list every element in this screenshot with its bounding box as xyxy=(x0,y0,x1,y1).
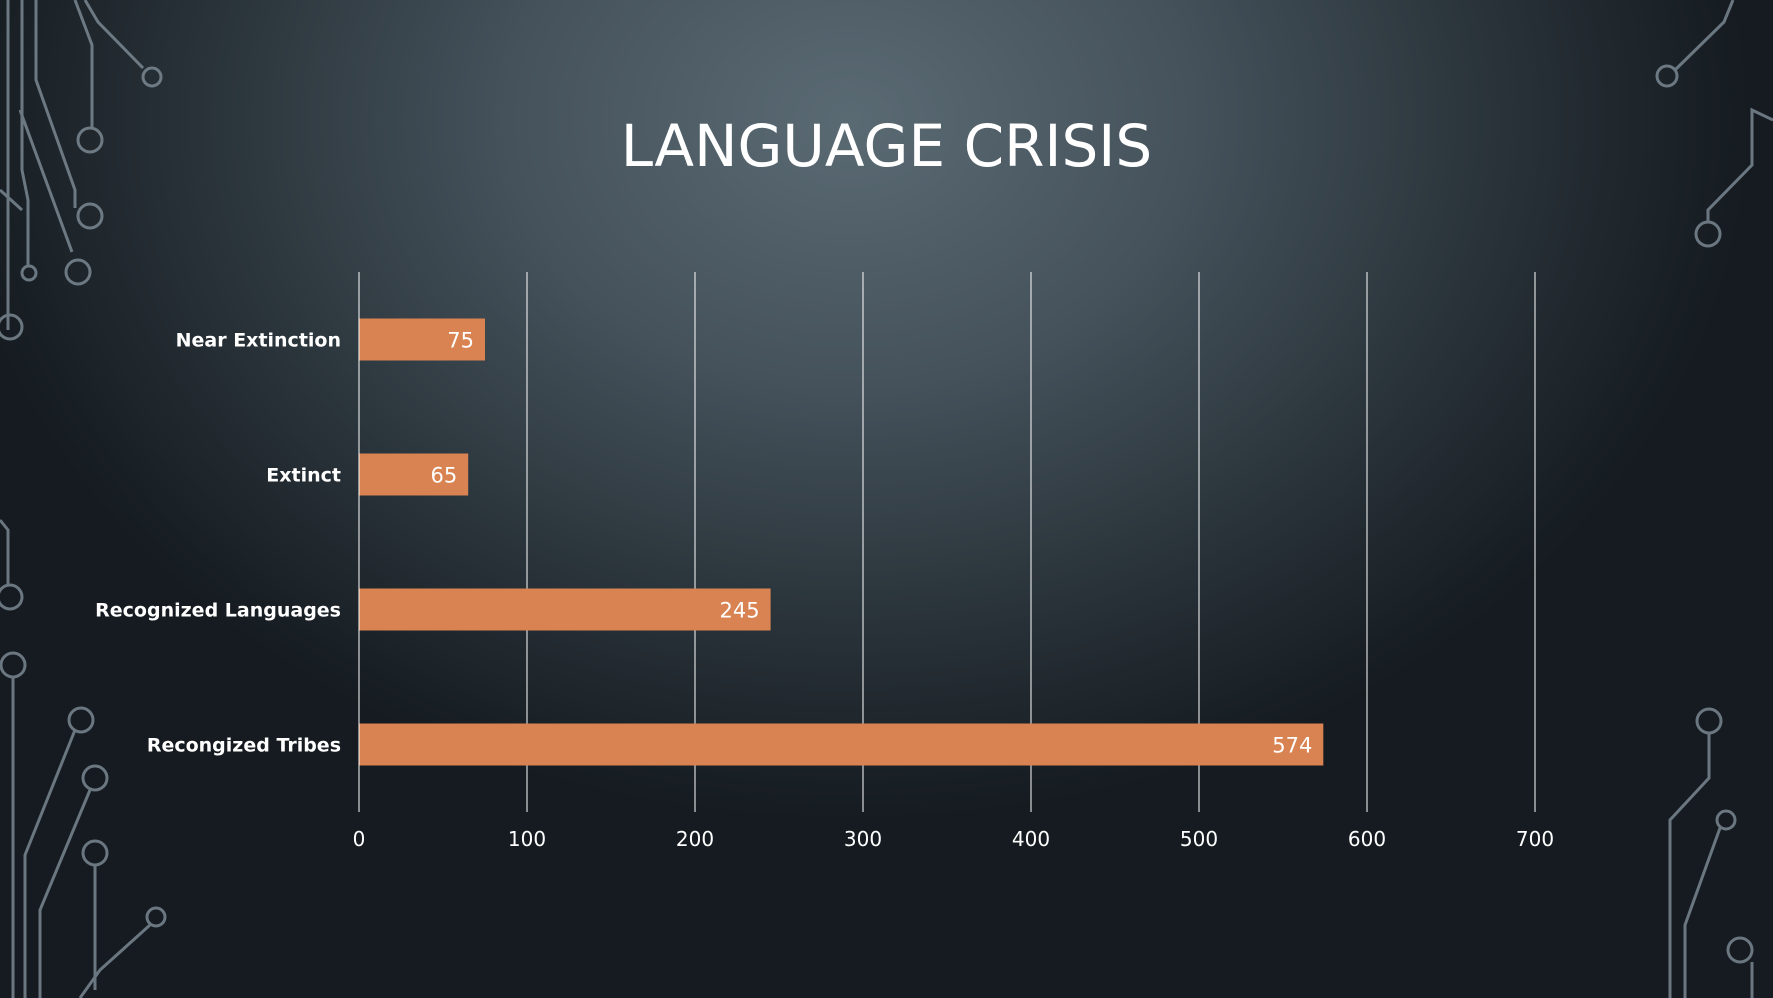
data-label: 245 xyxy=(720,599,760,623)
x-tick-label: 300 xyxy=(844,827,882,851)
x-tick-label: 700 xyxy=(1516,827,1554,851)
x-tick-label: 200 xyxy=(676,827,714,851)
bar xyxy=(359,318,485,361)
data-label: 65 xyxy=(430,464,457,488)
category-label: Recognized Languages xyxy=(95,600,341,622)
x-tick-label: 400 xyxy=(1012,827,1050,851)
category-label: Extinct xyxy=(266,465,341,487)
bars xyxy=(359,318,1324,766)
category-label: Near Extinction xyxy=(176,330,341,352)
labels: 0 100 200 300 400 500 600 700 Near Extinction 75 E… xyxy=(95,272,1554,851)
bar xyxy=(359,453,469,496)
category-label: Recongized Tribes xyxy=(147,735,341,757)
gridlines xyxy=(358,272,1536,812)
bar xyxy=(359,588,771,631)
x-tick-label: 600 xyxy=(1348,827,1386,851)
x-tick-label: 500 xyxy=(1180,827,1218,851)
page-title: LANGUAGE CRISIS xyxy=(620,112,1153,180)
bar xyxy=(359,723,1324,766)
x-tick-label: 100 xyxy=(508,827,546,851)
x-tick-label: 0 xyxy=(353,827,366,851)
data-label: 574 xyxy=(1272,734,1312,758)
data-label: 75 xyxy=(447,329,474,353)
